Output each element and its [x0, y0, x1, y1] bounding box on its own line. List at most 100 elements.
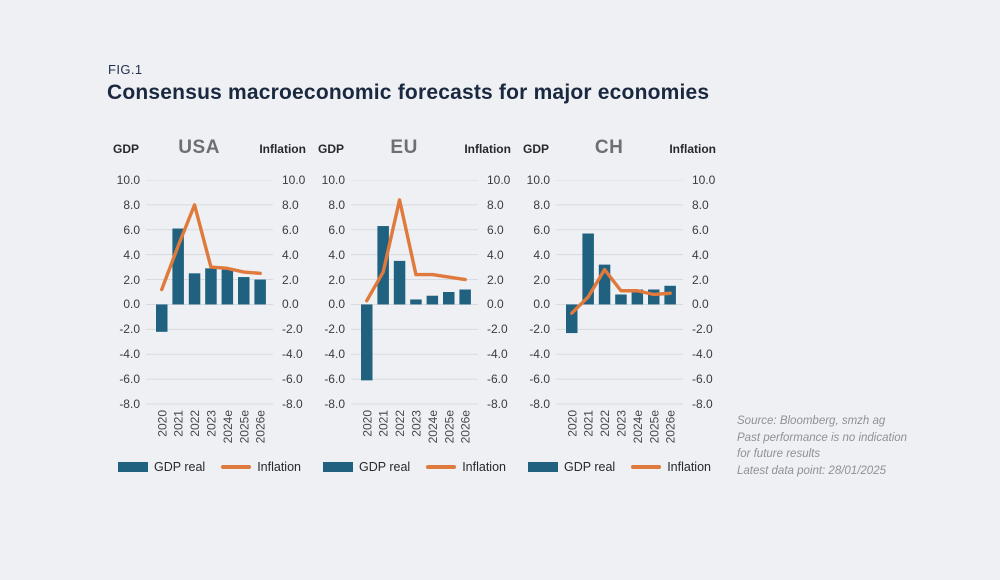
svg-text:2025e: 2025e	[237, 410, 251, 444]
axis-tick-label: -2.0	[282, 322, 303, 337]
axis-tick-label: -6.0	[324, 372, 345, 387]
svg-text:2026e: 2026e	[254, 410, 268, 444]
axis-tick-label: 4.0	[533, 247, 550, 262]
inflation-legend-label: Inflation	[462, 460, 506, 474]
plot-row: 10.0 8.0 6.0 4.0 2.0 0.0 -2.0 -4.0 -6.0 -8.0 2020…	[317, 173, 512, 454]
gdp-legend-label: GDP real	[359, 460, 411, 474]
plot-row: 10.0 8.0 6.0 4.0 2.0 0.0 -2.0 -4.0 -6.0 -8.0 2020…	[522, 173, 717, 454]
axis-tick-label: 2.0	[123, 272, 140, 287]
inflation-axis-ticks: 10.0 8.0 6.0 4.0 2.0 0.0 -2.0 -4.0 -6.0 -8.0	[478, 173, 512, 411]
axis-tick-label: 10.0	[692, 173, 716, 187]
axis-tick-label: 10.0	[526, 173, 550, 187]
chart-legend: GDP real Inflation	[112, 460, 307, 474]
axis-tick-label: 10.0	[321, 173, 345, 187]
axis-tick-label: 4.0	[692, 247, 709, 262]
inflation-axis-title: Inflation	[259, 142, 306, 156]
svg-text:2022: 2022	[188, 410, 202, 437]
axis-tick-label: 8.0	[328, 197, 345, 212]
axis-tick-label: -8.0	[282, 397, 303, 411]
axis-tick-label: -8.0	[119, 397, 140, 411]
axis-tick-label: 2.0	[533, 272, 550, 287]
axis-tick-label: -6.0	[529, 372, 550, 387]
svg-text:2020: 2020	[565, 410, 579, 437]
axis-tick-label: 2.0	[328, 272, 345, 287]
inflation-axis-ticks: 10.0 8.0 6.0 4.0 2.0 0.0 -2.0 -4.0 -6.0 -8.0	[683, 173, 717, 411]
axis-tick-label: 6.0	[692, 222, 709, 237]
country-title-usa: USA	[178, 137, 221, 158]
axis-tick-label: -4.0	[529, 347, 550, 362]
axis-tick-label: 8.0	[282, 197, 299, 212]
svg-text:2025e: 2025e	[647, 410, 661, 444]
axis-tick-label: 0.0	[533, 297, 550, 312]
svg-text:2020: 2020	[360, 410, 374, 437]
chart-legend: GDP real Inflation	[317, 460, 512, 474]
axis-tick-label: -2.0	[692, 322, 713, 337]
svg-text:2023: 2023	[204, 410, 218, 437]
figure-number: FIG.1	[108, 62, 143, 77]
svg-text:2020: 2020	[155, 410, 169, 437]
gdp-axis-ticks: 10.0 8.0 6.0 4.0 2.0 0.0 -2.0 -4.0 -6.0 -8.0	[317, 173, 351, 411]
source-line: Source: Bloomberg, smzh ag	[737, 415, 886, 427]
inflation-legend-label: Inflation	[257, 460, 301, 474]
axis-tick-label: 0.0	[692, 297, 709, 312]
axis-tick-label: -8.0	[692, 397, 713, 411]
axis-tick-label: 8.0	[123, 197, 140, 212]
gdp-axis-title: GDP	[523, 142, 550, 156]
axis-tick-label: 0.0	[282, 297, 299, 312]
svg-text:2021: 2021	[172, 410, 186, 437]
inflation-legend-swatch	[221, 465, 252, 469]
country-title-ch: CH	[594, 137, 624, 158]
svg-text:2022: 2022	[598, 410, 612, 437]
axis-tick-label: 2.0	[487, 272, 504, 287]
svg-text:2026e: 2026e	[459, 410, 473, 444]
axis-tick-label: 10.0	[487, 173, 511, 187]
chart-panel-ch: GDP CH Inflation 10.0 8.0 6.0 4.0 2.0 0.0 -2.0…	[522, 137, 717, 474]
svg-text:2024e: 2024e	[631, 410, 645, 444]
axis-tick-label: -4.0	[119, 347, 140, 362]
axis-tick-label: 6.0	[328, 222, 345, 237]
axis-tick-label: 10.0	[116, 173, 140, 187]
svg-text:2021: 2021	[377, 410, 391, 437]
axis-tick-label: 2.0	[692, 272, 709, 287]
svg-text:2022: 2022	[393, 410, 407, 437]
axis-tick-label: 4.0	[487, 247, 504, 262]
axis-tick-label: -8.0	[324, 397, 345, 411]
axis-tick-label: -6.0	[282, 372, 303, 387]
svg-text:2021: 2021	[582, 410, 596, 437]
axis-tick-label: 8.0	[692, 197, 709, 212]
chart-plot-usa: 2020 2021 2022 2023 2024e 2025e 2026e	[146, 180, 273, 444]
gdp-legend-swatch	[323, 462, 354, 472]
axis-tick-label: 8.0	[533, 197, 550, 212]
axis-tick-label: 6.0	[123, 222, 140, 237]
svg-text:2026e: 2026e	[664, 410, 678, 444]
inflation-axis-ticks: 10.0 8.0 6.0 4.0 2.0 0.0 -2.0 -4.0 -6.0 -8.0	[273, 173, 307, 411]
axis-tick-label: -4.0	[487, 347, 508, 362]
inflation-legend-swatch	[631, 465, 662, 469]
axis-tick-label: 2.0	[282, 272, 299, 287]
axis-tick-label: 0.0	[328, 297, 345, 312]
axis-tick-label: -6.0	[692, 372, 713, 387]
country-title-eu: EU	[390, 137, 418, 158]
axis-tick-label: 6.0	[282, 222, 299, 237]
svg-text:2025e: 2025e	[442, 410, 456, 444]
figure-title: Consensus macroeconomic forecasts for ma…	[107, 81, 710, 104]
axis-tick-label: 4.0	[328, 247, 345, 262]
axis-tick-label: -8.0	[487, 397, 508, 411]
axis-tick-label: 10.0	[282, 173, 306, 187]
inflation-legend-label: Inflation	[667, 460, 711, 474]
gdp-legend-swatch	[118, 462, 149, 472]
chart-plot-ch: 2020 2021 2022 2023 2024e 2025e 2026e	[556, 180, 683, 444]
axis-tick-label: 6.0	[487, 222, 504, 237]
source-line: Past performance is no indication	[737, 431, 908, 444]
gdp-axis-title: GDP	[113, 142, 140, 156]
axis-tick-label: -4.0	[282, 347, 303, 362]
gdp-legend-label: GDP real	[564, 460, 616, 474]
chart-legend: GDP real Inflation	[522, 460, 717, 474]
svg-text:2023: 2023	[614, 410, 628, 437]
axis-tick-label: -4.0	[692, 347, 713, 362]
inflation-axis-title: Inflation	[464, 142, 511, 156]
svg-text:2023: 2023	[409, 410, 423, 437]
gdp-axis-ticks: 10.0 8.0 6.0 4.0 2.0 0.0 -2.0 -4.0 -6.0 -8.0	[522, 173, 556, 411]
inflation-legend-swatch	[426, 465, 457, 469]
chart-header: GDP USA Inflation	[112, 137, 307, 167]
